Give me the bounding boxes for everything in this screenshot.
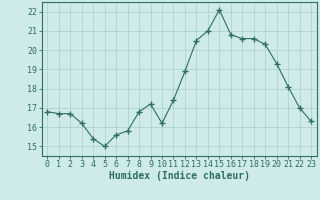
X-axis label: Humidex (Indice chaleur): Humidex (Indice chaleur) <box>109 171 250 181</box>
